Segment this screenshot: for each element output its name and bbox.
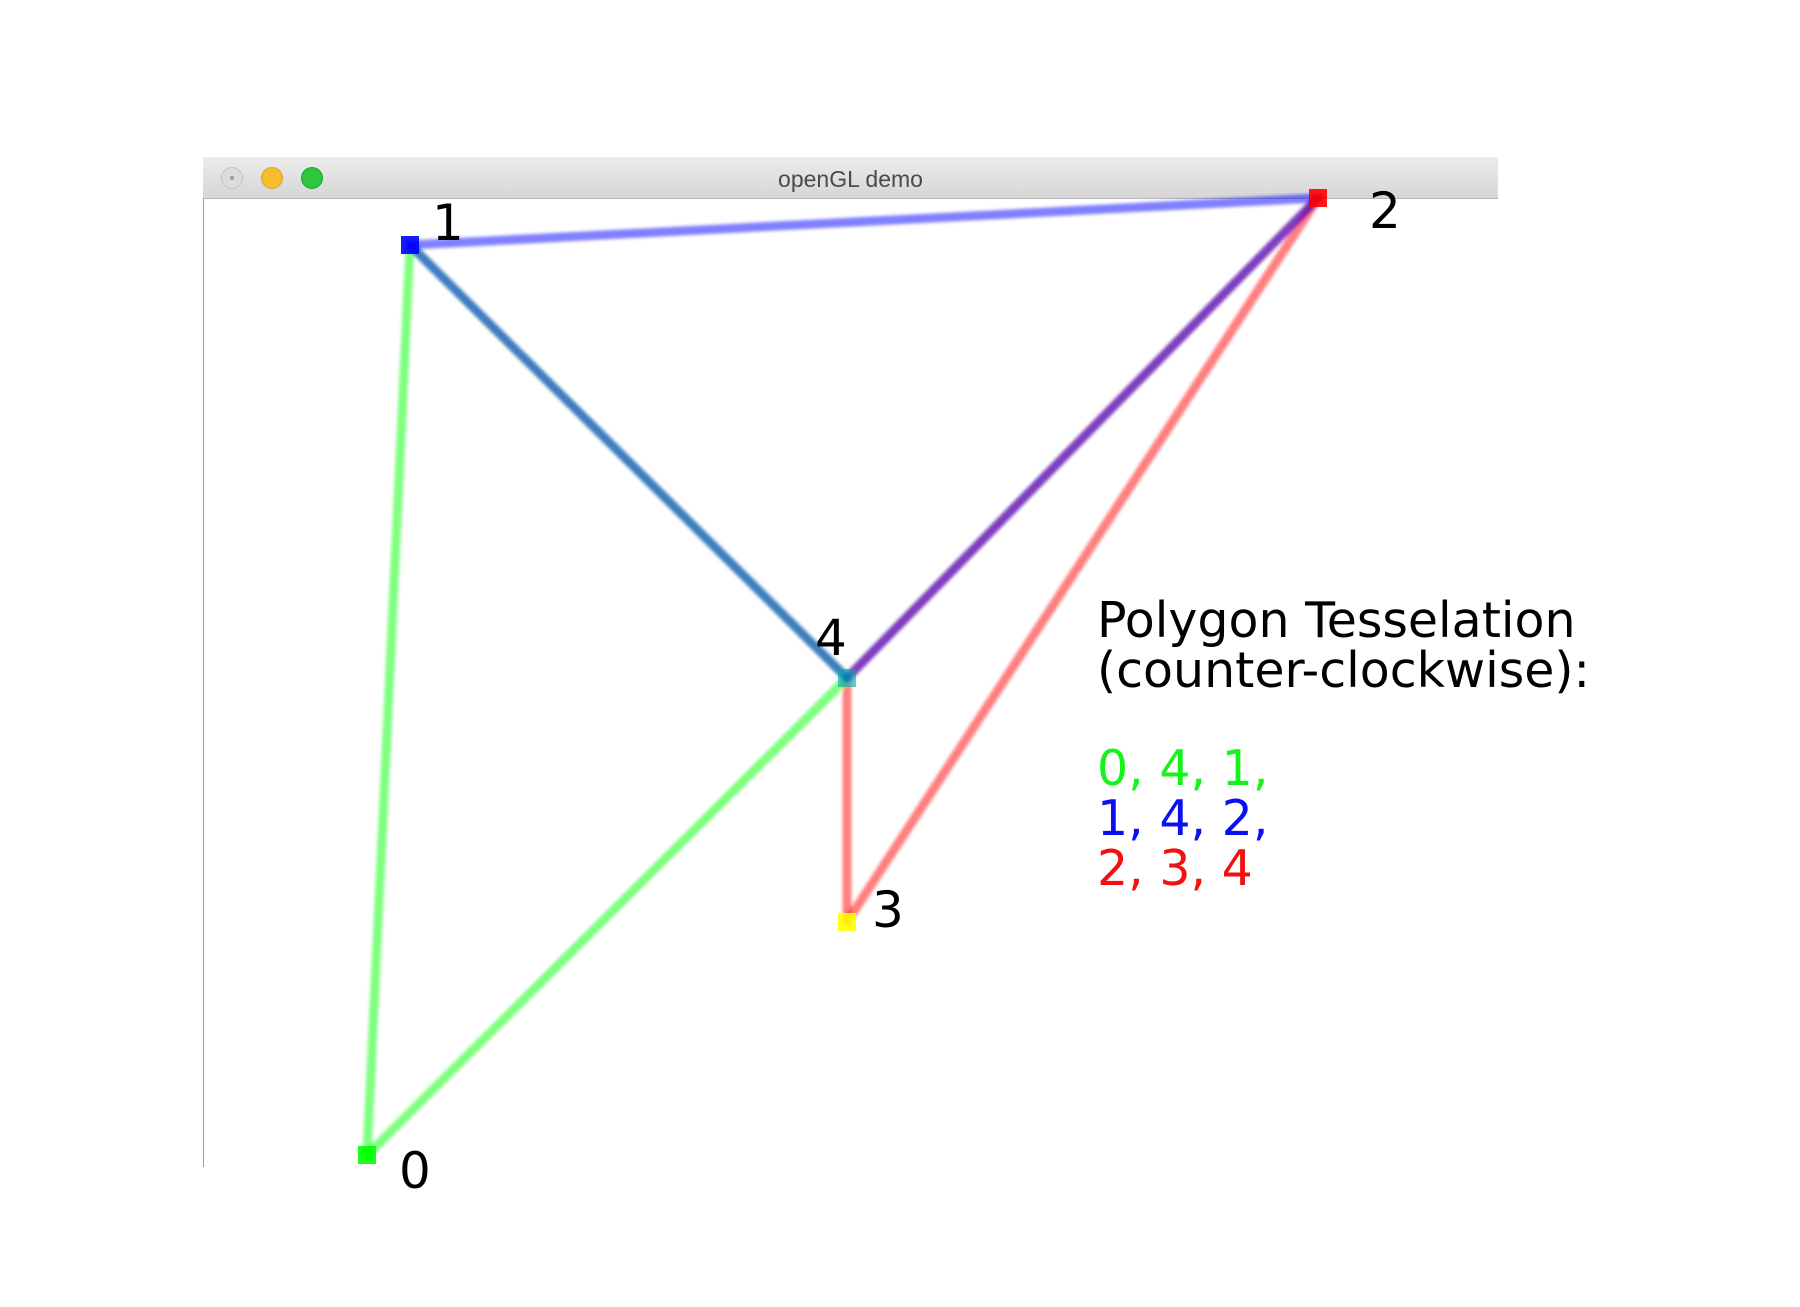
vertex-label-4: 4 [815,609,847,667]
legend-triangle-green: 0, 4, 1, [1097,740,1269,797]
tesselation-legend: Polygon Tesselation (counter-clockwise):… [1097,596,1590,894]
triangle-1-edge-4-2 [842,193,1323,683]
vertex-marker-0 [358,1146,376,1164]
triangle-1-edge-1-4 [405,240,852,683]
triangle-0-edge-0-4 [362,673,852,1160]
opengl-window: openGL demo [203,157,1498,1167]
triangle-0-edge-1-0 [362,240,415,1160]
close-button[interactable] [221,167,243,189]
window-left-border [203,199,204,1167]
legend-title-line1: Polygon Tesselation [1097,592,1576,649]
legend-triangle-blue: 1, 4, 2, [1097,790,1269,847]
triangle-1-edge-2-1 [405,193,1323,250]
vertex-marker-1 [401,236,419,254]
triangle-2-edge-2-3 [842,193,1323,927]
vertex-label-3: 3 [872,881,904,939]
minimize-button[interactable] [261,167,283,189]
legend-triangle-red: 2, 3, 4 [1097,840,1253,897]
window-title: openGL demo [778,166,923,192]
vertex-label-0: 0 [399,1142,431,1200]
vertex-label-1: 1 [432,194,464,252]
legend-title-line2: (counter-clockwise): [1097,642,1591,699]
vertex-label-2: 2 [1369,182,1401,240]
vertex-marker-2 [1309,189,1327,207]
vertex-marker-4 [838,669,856,687]
maximize-button[interactable] [301,167,323,189]
vertex-marker-3 [838,913,856,931]
title-bar[interactable]: openGL demo [203,157,1498,199]
